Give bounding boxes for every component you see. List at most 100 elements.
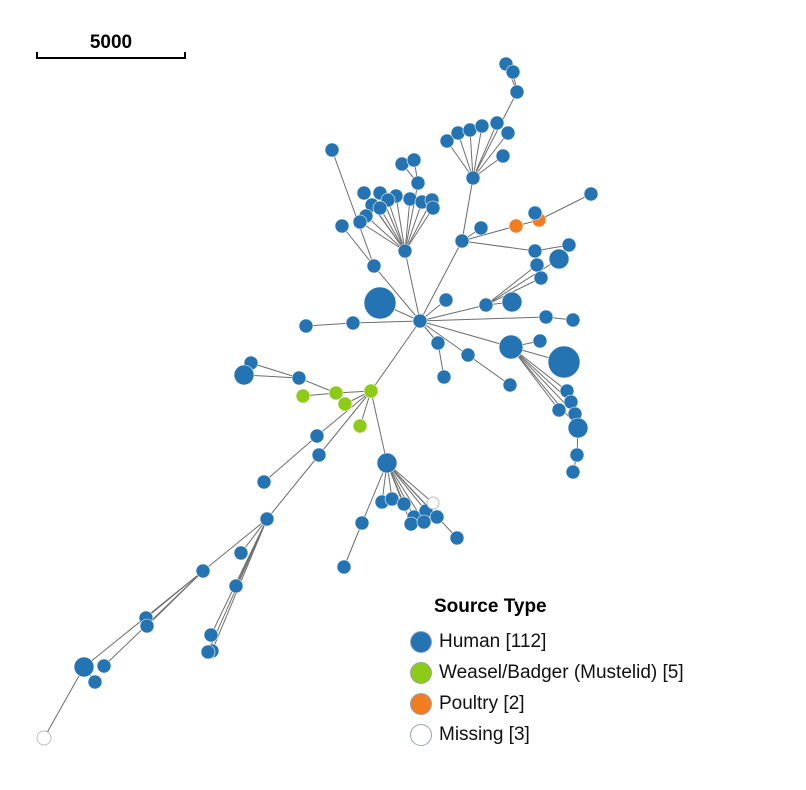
tree-node-human[interactable] xyxy=(233,364,255,386)
tree-node-human[interactable] xyxy=(438,292,454,308)
tree-node-human[interactable] xyxy=(502,377,518,393)
tree-node-human[interactable] xyxy=(478,297,494,313)
tree-node-human[interactable] xyxy=(436,369,452,385)
tree-node-human[interactable] xyxy=(139,618,155,634)
scale-bar-label: 5000 xyxy=(89,32,133,53)
tree-node-human[interactable] xyxy=(291,370,307,386)
tree-node-human[interactable] xyxy=(565,312,581,328)
tree-node-human[interactable] xyxy=(203,627,219,643)
legend-item-poultry[interactable]: Poultry [2] xyxy=(410,688,684,719)
tree-node-human[interactable] xyxy=(454,233,470,249)
tree-edge xyxy=(43,666,85,739)
tree-edge xyxy=(457,132,474,179)
tree-node-human[interactable] xyxy=(298,318,314,334)
tree-node-mustelid[interactable] xyxy=(328,385,344,401)
tree-node-human[interactable] xyxy=(567,417,589,439)
scale-bar-line xyxy=(36,52,186,59)
tree-node-human[interactable] xyxy=(551,402,567,418)
tree-node-mustelid[interactable] xyxy=(352,418,368,434)
tree-node-human[interactable] xyxy=(87,674,103,690)
tree-node-human[interactable] xyxy=(345,315,361,331)
tree-node-human[interactable] xyxy=(195,563,211,579)
tree-node-human[interactable] xyxy=(501,291,523,313)
tree-edge xyxy=(210,518,268,636)
tree-node-human[interactable] xyxy=(430,335,446,351)
tree-node-mustelid[interactable] xyxy=(363,383,379,399)
tree-node-human[interactable] xyxy=(336,559,352,575)
tree-node-human[interactable] xyxy=(366,258,382,274)
tree-node-human[interactable] xyxy=(505,64,521,80)
tree-node-human[interactable] xyxy=(569,447,585,463)
tree-edge xyxy=(485,277,542,306)
tree-node-human[interactable] xyxy=(397,243,413,259)
tree-node-human[interactable] xyxy=(561,237,577,253)
legend-item-human[interactable]: Human [112] xyxy=(410,626,684,657)
tree-node-human[interactable] xyxy=(324,142,340,158)
tree-node-human[interactable] xyxy=(396,496,412,512)
tree-node-human[interactable] xyxy=(200,644,216,660)
tree-node-human[interactable] xyxy=(527,205,543,221)
tree-node-human[interactable] xyxy=(256,474,272,490)
tree-node-human[interactable] xyxy=(410,175,426,191)
tree-node-human[interactable] xyxy=(548,248,570,270)
tree-node-human[interactable] xyxy=(352,214,368,230)
tree-edge xyxy=(472,125,483,179)
tree-node-human[interactable] xyxy=(412,313,428,329)
tree-node-human[interactable] xyxy=(334,218,350,234)
tree-node-human[interactable] xyxy=(309,428,325,444)
legend-item-mustelid[interactable]: Weasel/Badger (Mustelid) [5] xyxy=(410,657,684,688)
tree-node-human[interactable] xyxy=(403,516,419,532)
tree-node-mustelid[interactable] xyxy=(337,396,353,412)
tree-node-human[interactable] xyxy=(529,257,545,273)
tree-node-poultry[interactable] xyxy=(508,218,524,234)
tree-node-human[interactable] xyxy=(376,452,398,474)
tree-node-human[interactable] xyxy=(465,170,481,186)
tree-node-missing[interactable] xyxy=(426,496,440,510)
tree-node-human[interactable] xyxy=(429,509,445,525)
tree-node-human[interactable] xyxy=(356,185,372,201)
tree-node-human[interactable] xyxy=(311,447,327,463)
tree-node-human[interactable] xyxy=(583,186,599,202)
tree-node-human[interactable] xyxy=(363,286,397,320)
tree-node-human[interactable] xyxy=(449,530,465,546)
tree-node-human[interactable] xyxy=(498,334,524,360)
tree-edge xyxy=(263,435,318,483)
tree-node-human[interactable] xyxy=(259,511,275,527)
tree-node-human[interactable] xyxy=(460,347,476,363)
tree-node-human[interactable] xyxy=(96,658,112,674)
tree-node-human[interactable] xyxy=(228,578,244,594)
tree-node-human[interactable] xyxy=(416,514,432,530)
tree-node-human[interactable] xyxy=(509,84,525,100)
tree-node-human[interactable] xyxy=(565,464,581,480)
tree-node-human[interactable] xyxy=(473,220,489,236)
tree-node-human[interactable] xyxy=(406,152,422,168)
tree-node-mustelid[interactable] xyxy=(295,388,311,404)
tree-node-human[interactable] xyxy=(547,345,581,379)
tree-node-human[interactable] xyxy=(532,333,548,349)
tree-node-human[interactable] xyxy=(450,125,466,141)
tree-node-human[interactable] xyxy=(527,243,543,259)
tree-node-human[interactable] xyxy=(495,148,511,164)
tree-edge xyxy=(538,193,592,221)
tree-node-human[interactable] xyxy=(533,270,549,286)
legend-item-missing[interactable]: Missing [3] xyxy=(410,719,684,750)
tree-node-missing[interactable] xyxy=(36,730,52,746)
tree-edge xyxy=(404,198,411,252)
tree-edge xyxy=(404,250,421,322)
tree-edge xyxy=(469,129,474,179)
tree-node-human[interactable] xyxy=(73,656,95,678)
tree-node-human[interactable] xyxy=(474,118,490,134)
tree-edge xyxy=(266,454,320,520)
tree-edge xyxy=(373,265,421,322)
tree-node-human[interactable] xyxy=(233,545,249,561)
tree-node-human[interactable] xyxy=(500,125,516,141)
tree-edge xyxy=(103,570,204,667)
tree-node-human[interactable] xyxy=(439,133,455,149)
tree-node-human[interactable] xyxy=(402,191,418,207)
legend-swatch-human xyxy=(410,630,432,653)
tree-node-human[interactable] xyxy=(372,200,388,216)
tree-node-human[interactable] xyxy=(538,309,554,325)
tree-node-human[interactable] xyxy=(489,115,505,131)
tree-node-human[interactable] xyxy=(425,200,441,216)
tree-node-human[interactable] xyxy=(354,515,370,531)
